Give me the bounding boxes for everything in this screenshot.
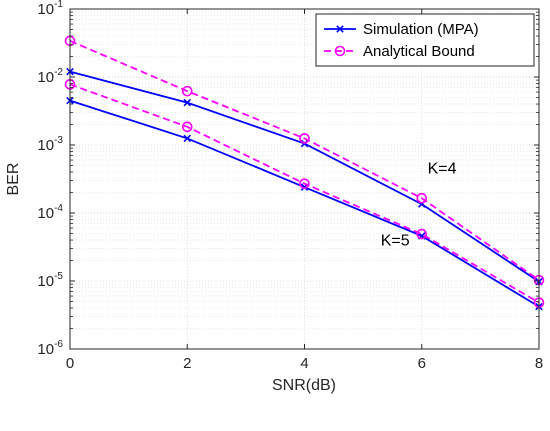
x-tick-label: 4 [300, 355, 308, 372]
x-axis-label: SNR(dB) [272, 377, 336, 394]
circle-marker [299, 178, 310, 189]
x-axis: 0 2 4 6 8 [66, 9, 543, 372]
annotation-k5: K=5 [381, 233, 410, 250]
circle-marker [299, 133, 310, 144]
y-tick-label: 10-1 [37, 0, 63, 18]
x-marker [183, 134, 192, 143]
x-marker [183, 98, 192, 107]
x-tick-label: 8 [535, 355, 543, 372]
y-axis: 10-610-510-410-310-210-1 [37, 0, 539, 358]
circle-marker [416, 228, 428, 240]
y-tick-label: 10-5 [37, 271, 63, 290]
y-tick-base: 10 [37, 341, 54, 358]
legend-label: Analytical Bound [363, 43, 475, 60]
y-tick-base: 10 [37, 273, 54, 290]
legend: Simulation (MPA) Analytical Bound [315, 13, 535, 67]
y-tick-base: 10 [37, 137, 54, 154]
annotations: K=4 K=5 [381, 161, 457, 250]
legend-label: Simulation (MPA) [363, 21, 479, 38]
circle-marker [334, 45, 346, 57]
circle-marker [181, 85, 193, 97]
y-tick-label: 10-3 [37, 135, 63, 154]
circle-marker [181, 121, 193, 133]
series-line-k4-bound [69, 40, 540, 281]
x-marker [336, 25, 344, 33]
y-tick-exponent: -1 [54, 0, 63, 10]
y-tick-exponent: -5 [54, 271, 63, 282]
y-axis-label: BER [5, 163, 22, 196]
y-tick-base: 10 [37, 205, 54, 222]
y-tick-base: 10 [37, 1, 54, 18]
y-tick-label: 10-6 [37, 339, 63, 358]
y-tick-base: 10 [37, 69, 54, 86]
series-line-k5-bound [69, 83, 540, 304]
series-group [64, 35, 545, 311]
y-tick-exponent: -4 [54, 203, 63, 214]
y-tick-label: 10-4 [37, 203, 63, 222]
y-tick-exponent: -2 [54, 67, 63, 78]
x-tick-label: 6 [418, 355, 426, 372]
x-tick-label: 0 [66, 355, 74, 372]
y-tick-label: 10-2 [37, 67, 63, 86]
y-tick-exponent: -6 [54, 339, 63, 350]
legend-box [315, 13, 535, 67]
x-tick-label: 2 [183, 355, 191, 372]
circle-marker [416, 192, 428, 204]
y-tick-exponent: -3 [54, 135, 63, 146]
annotation-k4: K=4 [428, 161, 457, 178]
